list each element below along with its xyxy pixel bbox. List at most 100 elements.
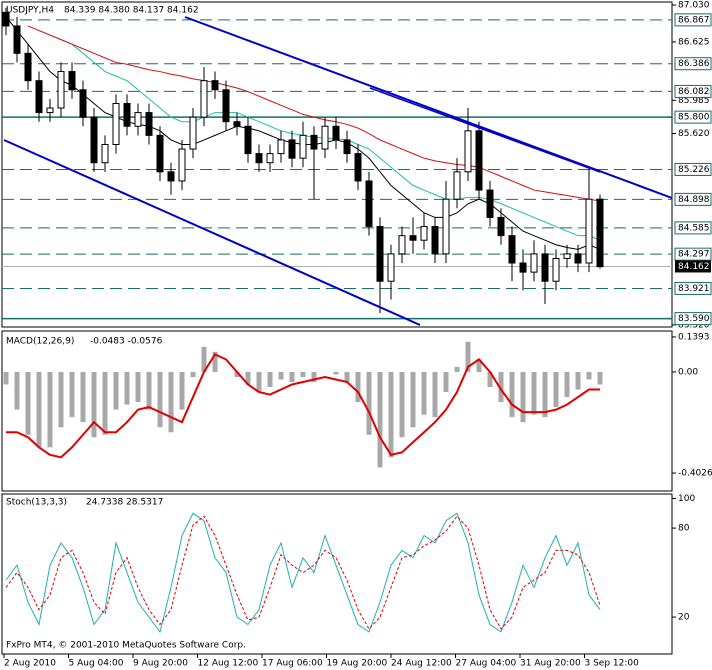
level-label-box	[674, 162, 712, 176]
macd-histogram-bar	[553, 371, 559, 408]
macd-histogram-bar	[520, 371, 526, 423]
level-label-box	[674, 57, 712, 71]
candle-body	[57, 71, 65, 109]
macd-histogram-bar	[25, 371, 31, 435]
level-label-box	[674, 247, 712, 261]
macd-histogram-bar	[201, 346, 207, 372]
x-tick-label: 12 Aug 12:00	[198, 659, 259, 669]
x-tick-label: 19 Aug 20:00	[327, 659, 388, 669]
x-tick-label: 27 Aug 04:00	[456, 659, 517, 669]
macd-histogram-bar	[36, 371, 42, 448]
candle-body	[134, 112, 142, 127]
y-tick-label: 0.1393	[678, 332, 710, 342]
level-label: 83.921	[678, 284, 710, 294]
channel-trendline-lower	[3, 139, 421, 326]
candle-body	[442, 198, 450, 255]
macd-histogram-bar	[168, 371, 174, 433]
y-tick-label: 85.620	[678, 129, 710, 139]
level-label-box	[674, 110, 712, 124]
candle-body	[431, 226, 439, 255]
macd-histogram-bar	[3, 371, 9, 385]
y-tick-label: 86.625	[678, 37, 710, 47]
macd-histogram-bar	[289, 371, 295, 382]
level-label: 84.297	[678, 250, 710, 260]
macd-histogram-bar	[355, 371, 361, 403]
macd-panel-frame	[1, 330, 673, 492]
level-label-box	[674, 84, 712, 98]
level-label: 85.800	[678, 113, 710, 123]
level-label-box	[674, 221, 712, 235]
macd-histogram-bar	[575, 371, 581, 390]
level-label: 84.898	[678, 195, 710, 205]
candle-body	[211, 80, 219, 91]
y-tick-label: 20	[678, 613, 690, 623]
macd-histogram-bar	[58, 371, 64, 428]
macd-histogram-bar	[597, 371, 603, 385]
y-tick-label: 85.985	[678, 96, 710, 106]
macd-histogram-bar	[366, 371, 372, 435]
macd-histogram-bar	[278, 371, 284, 380]
y-tick-label: 0.00	[678, 367, 698, 377]
candle-body	[387, 253, 395, 282]
candle-body	[79, 89, 87, 118]
macd-histogram-bar	[476, 359, 482, 372]
macd-histogram-bar	[102, 371, 108, 435]
macd-histogram-bar	[498, 371, 504, 403]
level-label-box	[674, 281, 712, 295]
macd-histogram-bar	[333, 371, 339, 375]
candle-body	[222, 89, 230, 123]
candle-body	[497, 216, 505, 237]
level-label: 84.585	[678, 223, 710, 233]
macd-title: MACD(12,26,9)	[6, 337, 74, 347]
moving-average	[38, 30, 601, 241]
candle-body	[563, 253, 571, 259]
symbol-title: USDJPY,H4	[6, 6, 54, 16]
macd-histogram-bar	[487, 371, 493, 388]
candle-body	[552, 257, 560, 282]
candle-body	[365, 180, 373, 228]
macd-histogram-bar	[300, 371, 306, 377]
macd-histogram-bar	[586, 371, 592, 380]
y-tick-label: -0.4026	[678, 469, 712, 479]
candle-body	[145, 112, 153, 136]
candle-body	[233, 121, 241, 127]
candle-body	[486, 189, 494, 218]
candle-body	[585, 198, 593, 264]
macd-histogram-bar	[234, 371, 240, 377]
candle-body	[464, 130, 472, 173]
price-panel-frame	[1, 1, 673, 328]
macd-histogram-bar	[432, 371, 438, 418]
x-tick-label: 31 Aug 20:00	[520, 659, 581, 669]
y-tick-label: 80	[678, 524, 690, 534]
candle-body	[508, 235, 516, 264]
macd-readout: -0.0483 -0.0576	[90, 337, 163, 347]
macd-histogram-bar	[179, 371, 185, 410]
stochastic-line	[5, 515, 601, 630]
macd-histogram-bar	[531, 371, 537, 415]
level-label: 86.867	[678, 15, 710, 25]
y-tick-label: 87.030	[678, 1, 710, 11]
stoch-readout: 24.7338 28.5317	[86, 498, 163, 508]
candle-body	[2, 11, 10, 27]
candle-body	[244, 125, 252, 155]
macd-histogram-bar	[564, 371, 570, 398]
channel-trendline-inner	[369, 87, 601, 173]
candle-body	[332, 125, 340, 141]
candle-body	[299, 134, 307, 159]
macd-histogram-bar	[80, 371, 86, 423]
macd-histogram-bar	[69, 371, 75, 418]
x-tick-label: 9 Aug 20:00	[133, 659, 188, 669]
macd-histogram-bar	[135, 371, 141, 403]
y-tick-label: 100	[678, 494, 695, 504]
candle-body	[90, 116, 98, 164]
candle-body	[376, 226, 384, 282]
candle-body	[310, 134, 318, 150]
level-label-box	[674, 192, 712, 206]
level-label: 85.226	[678, 165, 710, 175]
candle-body	[343, 139, 351, 155]
channel-trendline-upper	[184, 16, 673, 199]
y-tick-label: 83.520	[678, 321, 710, 331]
candle-body	[409, 235, 417, 241]
